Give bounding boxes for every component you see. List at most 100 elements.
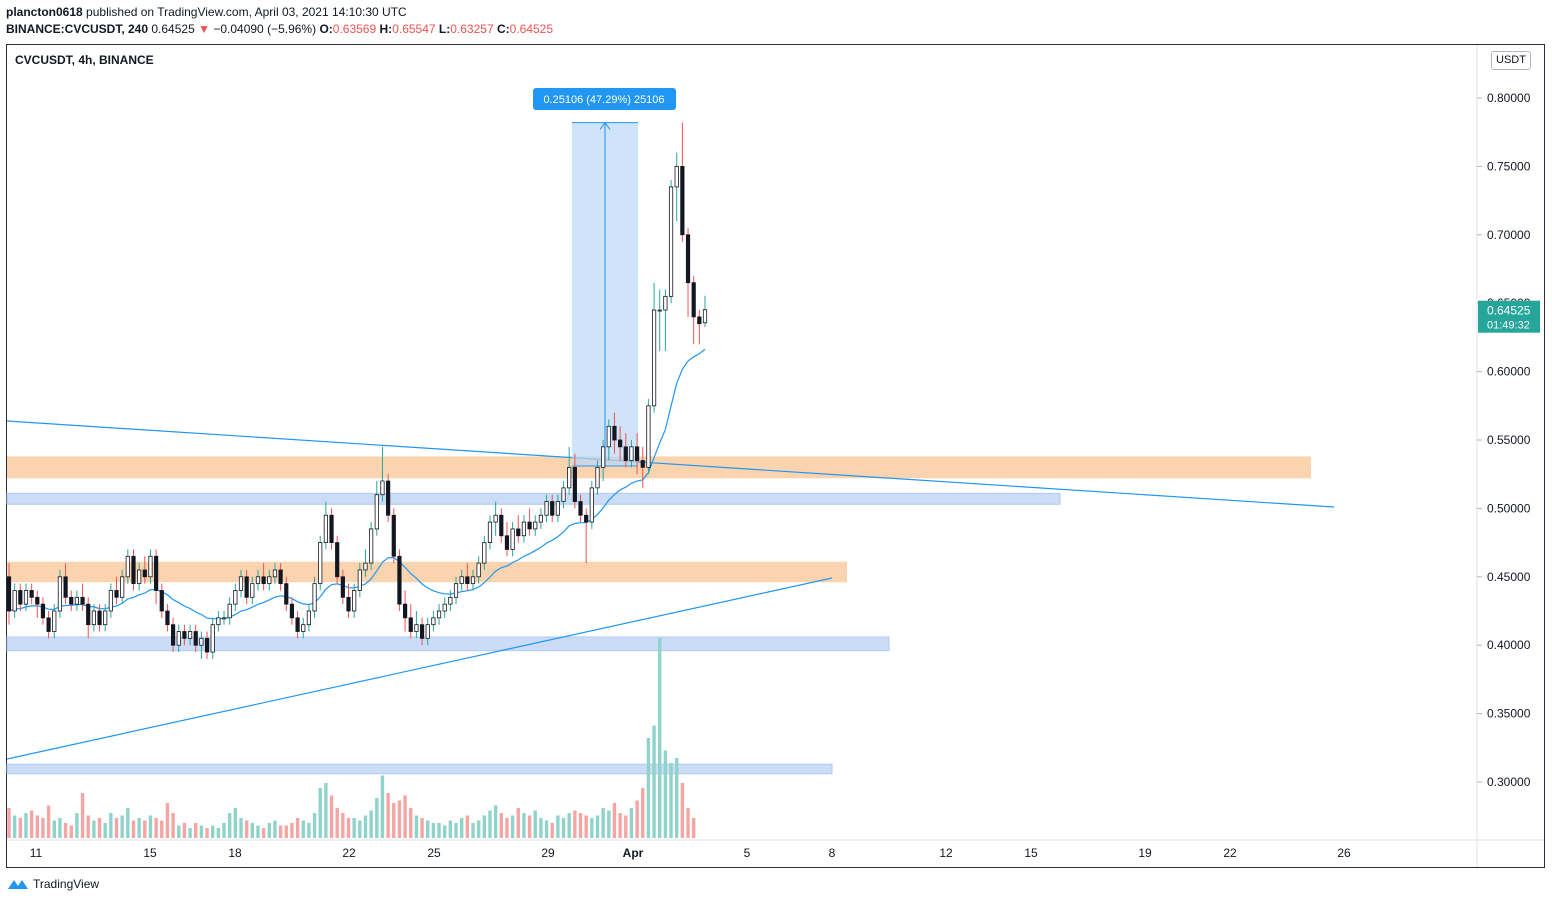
volume-bar bbox=[646, 738, 651, 838]
candle bbox=[663, 289, 668, 352]
tradingview-footer[interactable]: TradingView bbox=[7, 877, 99, 891]
candle-body bbox=[476, 562, 481, 578]
candle bbox=[352, 583, 357, 618]
volume-bar bbox=[567, 813, 571, 838]
volume-bar bbox=[148, 815, 153, 838]
orange-zone-2 bbox=[7, 561, 847, 583]
volume-bar bbox=[335, 808, 339, 838]
volume-bar bbox=[505, 818, 509, 838]
candle bbox=[148, 549, 153, 584]
measure-label-box bbox=[533, 88, 676, 110]
candle bbox=[476, 556, 481, 584]
candle bbox=[29, 583, 34, 605]
candle-body bbox=[103, 610, 108, 626]
candle-body bbox=[567, 466, 572, 489]
candle-body bbox=[402, 603, 408, 619]
candle-body bbox=[199, 637, 204, 646]
x-tick-label: 15 bbox=[143, 846, 157, 860]
candle-body bbox=[397, 555, 402, 605]
candle-body bbox=[561, 487, 566, 502]
volume-bar bbox=[205, 828, 209, 838]
volume-bar bbox=[556, 815, 560, 838]
candle-body bbox=[516, 528, 521, 537]
low-label: L: bbox=[438, 22, 451, 36]
open-value: 0.63569 bbox=[332, 22, 377, 36]
volume-bar bbox=[397, 800, 402, 838]
volume-bar bbox=[160, 820, 164, 838]
candle bbox=[120, 569, 125, 605]
volume-bar bbox=[437, 823, 441, 838]
candle-body bbox=[35, 596, 40, 605]
candle bbox=[255, 569, 261, 591]
volume-bar bbox=[24, 813, 28, 838]
candle bbox=[131, 549, 136, 591]
volume-bar bbox=[539, 818, 543, 838]
candle bbox=[312, 576, 317, 618]
candle bbox=[35, 590, 40, 618]
candle bbox=[12, 583, 17, 618]
volume-bar bbox=[244, 820, 249, 838]
volume-bar bbox=[675, 758, 679, 838]
candle bbox=[612, 412, 617, 454]
candle bbox=[323, 501, 328, 550]
volume-bar bbox=[86, 815, 90, 838]
candle bbox=[538, 508, 544, 529]
y-tick-label: 0.30000 bbox=[1487, 775, 1531, 789]
volume-bar bbox=[35, 815, 39, 838]
candle bbox=[363, 549, 368, 577]
descending-trendline bbox=[6, 420, 1335, 508]
volume-bar bbox=[629, 808, 634, 838]
volume-bar bbox=[211, 825, 215, 838]
candle bbox=[284, 576, 289, 611]
candle bbox=[408, 604, 413, 639]
candle-body bbox=[131, 555, 136, 585]
candle bbox=[504, 522, 510, 557]
volume-bar bbox=[658, 638, 662, 838]
candle bbox=[374, 481, 379, 536]
volume-bar bbox=[358, 820, 362, 838]
low-value: 0.63257 bbox=[450, 22, 494, 36]
candle bbox=[442, 597, 447, 618]
volume-bar bbox=[612, 803, 617, 838]
tradingview-logo-icon bbox=[8, 880, 28, 889]
currency-button[interactable]: USDT bbox=[1491, 51, 1531, 70]
y-tick-label: 0.40000 bbox=[1487, 638, 1531, 652]
candle bbox=[470, 569, 476, 591]
candle bbox=[482, 535, 487, 570]
volume-bar bbox=[12, 815, 17, 838]
author-name[interactable]: plancton0618 bbox=[6, 5, 83, 19]
candle bbox=[397, 549, 402, 611]
candle-body bbox=[436, 610, 442, 619]
x-tick-label: 22 bbox=[1223, 846, 1237, 860]
candle bbox=[550, 494, 555, 523]
candle bbox=[589, 481, 594, 529]
candle bbox=[261, 563, 266, 591]
volume-bar bbox=[52, 820, 56, 838]
x-tick-label: 29 bbox=[541, 846, 555, 860]
volume-bar bbox=[380, 775, 385, 838]
candle-body bbox=[63, 576, 68, 598]
volume-bar bbox=[267, 823, 271, 838]
candle bbox=[187, 624, 193, 646]
candle bbox=[221, 611, 227, 625]
candle-body bbox=[335, 542, 340, 578]
candle-body bbox=[216, 617, 221, 626]
price-tag-countdown: 01:49:32 bbox=[1487, 320, 1530, 332]
candle-body bbox=[323, 514, 328, 543]
x-tick-label: 11 bbox=[30, 846, 43, 860]
candle-body bbox=[306, 610, 311, 626]
candle-body bbox=[108, 590, 113, 612]
price-tag-value: 0.64525 bbox=[1487, 304, 1531, 318]
x-tick-label: 25 bbox=[427, 846, 441, 860]
high-value: 0.65547 bbox=[392, 22, 436, 36]
candle-body bbox=[357, 569, 362, 591]
blue-zone-4 bbox=[6, 763, 833, 775]
candle-body bbox=[165, 610, 170, 626]
candle bbox=[318, 535, 323, 591]
candle-body bbox=[533, 521, 538, 530]
candle-body bbox=[668, 186, 674, 297]
y-tick-label: 0.55000 bbox=[1487, 433, 1531, 447]
x-tick-label: 5 bbox=[744, 846, 751, 860]
volume-bar bbox=[290, 823, 294, 838]
